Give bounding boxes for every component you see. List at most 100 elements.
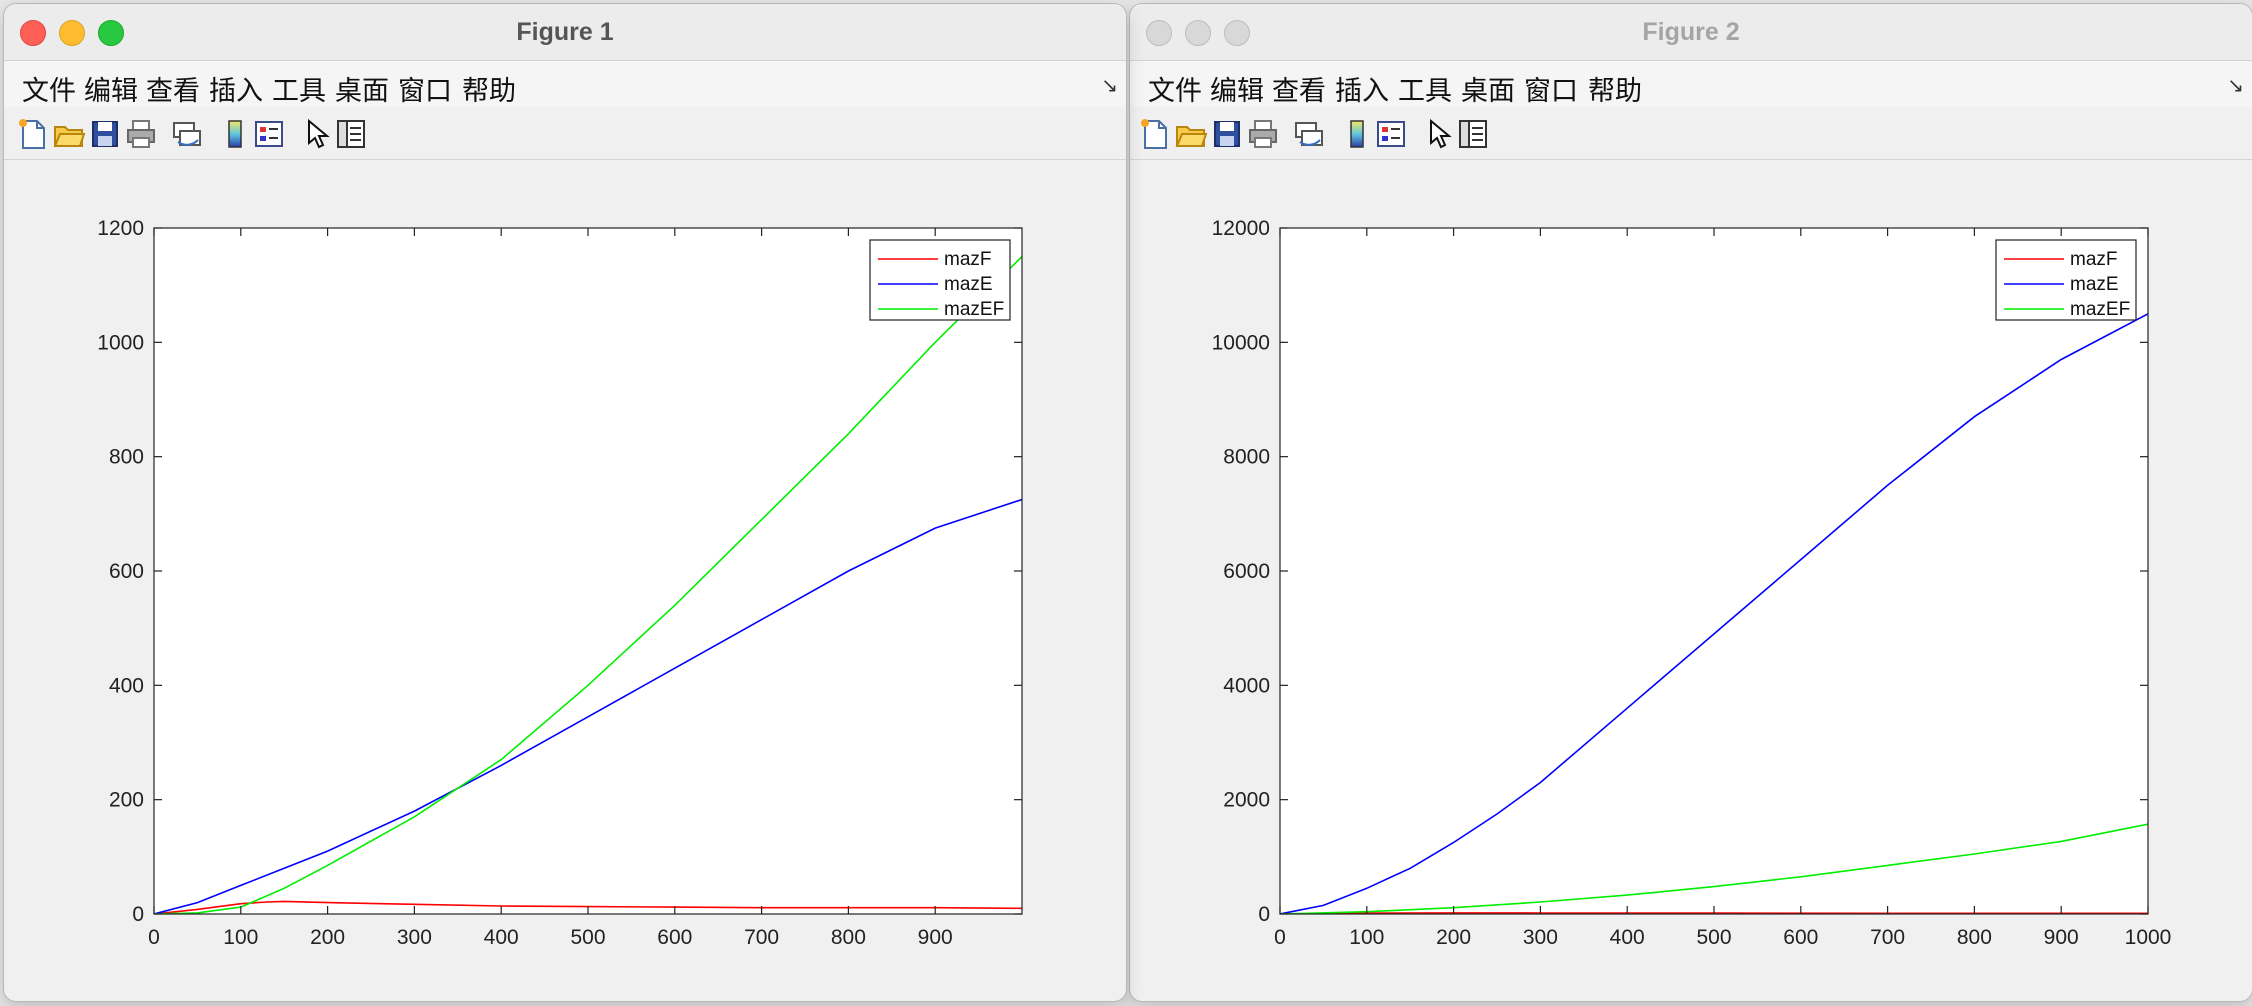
insert-colorbar-icon[interactable] [1340, 117, 1374, 151]
y-tick-label: 12000 [1212, 217, 1270, 240]
y-tick-label: 0 [1258, 903, 1270, 926]
zoom-button[interactable] [1224, 20, 1250, 46]
legend-box [869, 239, 1011, 321]
legend-label-mazF: mazF [2070, 249, 2118, 270]
y-tick-label: 200 [109, 789, 144, 812]
x-tick-label: 600 [657, 926, 692, 949]
series-line-mazEF [1280, 823, 2148, 914]
print-icon[interactable] [124, 117, 158, 151]
x-tick-label: 400 [484, 926, 519, 949]
menu-desktop[interactable]: 桌面 [1461, 76, 1515, 107]
save-icon[interactable] [88, 117, 122, 151]
minimize-button[interactable] [1185, 20, 1211, 46]
print-icon[interactable] [1246, 117, 1280, 151]
legend-box [1995, 239, 2137, 321]
property-inspector-icon[interactable] [334, 117, 368, 151]
y-tick-label: 1200 [97, 217, 144, 240]
y-tick-label: 600 [109, 560, 144, 583]
zoom-button[interactable] [98, 20, 124, 46]
figure-toolbar [4, 107, 1126, 160]
x-tick-label: 0 [148, 926, 160, 949]
window-title: Figure 1 [516, 18, 614, 46]
legend-label-mazF: mazF [944, 249, 992, 270]
menu-bar: 文件 编辑 查看 插入 工具 桌面 窗口 帮助 ↘ [1130, 60, 2252, 108]
menu-file[interactable]: 文件 [22, 76, 76, 107]
menu-bar: 文件 编辑 查看 插入 工具 桌面 窗口 帮助 ↘ [4, 60, 1126, 108]
menu-edit[interactable]: 编辑 [1210, 76, 1264, 107]
plot-area [154, 228, 1022, 914]
menu-file[interactable]: 文件 [1148, 76, 1202, 107]
legend-label-mazEF: mazEF [2070, 299, 2130, 320]
x-tick-label: 500 [570, 926, 605, 949]
toolbar-dock-arrow-icon[interactable]: ↘ [2227, 75, 2244, 97]
x-tick-label: 400 [1610, 926, 1645, 949]
figure-1-window: Figure 1 文件 编辑 查看 插入 工具 桌面 窗口 帮助 ↘ [4, 4, 1126, 1001]
series-line-mazE [154, 498, 1022, 914]
menu-desktop[interactable]: 桌面 [335, 76, 389, 107]
title-bar[interactable]: Figure 1 [4, 4, 1126, 60]
x-tick-label: 800 [1957, 926, 1992, 949]
y-tick-label: 800 [109, 446, 144, 469]
plot-area [1280, 228, 2148, 914]
x-tick-label: 500 [1696, 926, 1731, 949]
insert-legend-icon[interactable] [252, 117, 286, 151]
menu-tools[interactable]: 工具 [272, 76, 326, 107]
x-tick-label: 300 [397, 926, 432, 949]
figure-1-axes[interactable]: 0 100 200 300 400 500 600 700 800 900 0 200 400 600 80… [4, 160, 1126, 1001]
y-tick-label: 8000 [1223, 446, 1270, 469]
menu-help[interactable]: 帮助 [462, 76, 516, 107]
y-tick-label: 2000 [1223, 789, 1270, 812]
figure-2-axes[interactable]: 0 100 200 300 400 500 600 700 800 900 100002000400… [1130, 160, 2252, 1001]
menu-edit[interactable]: 编辑 [84, 76, 138, 107]
legend-label-mazEF: mazEF [944, 299, 1004, 320]
title-bar[interactable]: Figure 2 [1130, 4, 2252, 60]
legend: mazF mazE mazEF [1995, 239, 2137, 321]
legend-label-mazE: mazE [2070, 274, 2119, 295]
menu-help[interactable]: 帮助 [1588, 76, 1642, 107]
x-tick-label: 1000 [2125, 926, 2172, 949]
series-line-mazE [1280, 313, 2148, 914]
menu-insert[interactable]: 插入 [1335, 76, 1389, 107]
menu-window[interactable]: 窗口 [1524, 76, 1578, 107]
y-tick-label: 0 [132, 903, 144, 926]
minimize-button[interactable] [59, 20, 85, 46]
menu-view[interactable]: 查看 [1272, 76, 1326, 107]
new-figure-icon[interactable] [16, 117, 50, 151]
close-button[interactable] [20, 20, 46, 46]
edit-plot-pointer-icon[interactable] [1422, 117, 1456, 151]
x-tick-label: 300 [1523, 926, 1558, 949]
y-tick-label: 400 [109, 674, 144, 697]
close-button[interactable] [1146, 20, 1172, 46]
open-file-icon[interactable] [52, 117, 86, 151]
insert-colorbar-icon[interactable] [218, 117, 252, 151]
legend-label-mazE: mazE [944, 274, 993, 295]
x-tick-label: 900 [918, 926, 953, 949]
menu-insert[interactable]: 插入 [209, 76, 263, 107]
new-figure-icon[interactable] [1138, 117, 1172, 151]
link-plot-icon[interactable] [1292, 117, 1326, 151]
toolbar-dock-arrow-icon[interactable]: ↘ [1101, 75, 1118, 97]
edit-plot-pointer-icon[interactable] [300, 117, 334, 151]
open-file-icon[interactable] [1174, 117, 1208, 151]
x-tick-label: 200 [1436, 926, 1471, 949]
y-tick-label: 6000 [1223, 560, 1270, 583]
y-tick-label: 4000 [1223, 674, 1270, 697]
x-tick-label: 700 [1870, 926, 1905, 949]
menu-view[interactable]: 查看 [146, 76, 200, 107]
x-tick-label: 700 [744, 926, 779, 949]
insert-legend-icon[interactable] [1374, 117, 1408, 151]
x-tick-label: 800 [831, 926, 866, 949]
link-plot-icon[interactable] [170, 117, 204, 151]
series-line-mazF [154, 900, 1022, 914]
property-inspector-icon[interactable] [1456, 117, 1490, 151]
menu-window[interactable]: 窗口 [398, 76, 452, 107]
x-tick-label: 900 [2044, 926, 2079, 949]
legend: mazF mazE mazEF [869, 239, 1011, 321]
menu-tools[interactable]: 工具 [1398, 76, 1452, 107]
window-title: Figure 2 [1642, 18, 1740, 46]
x-tick-label: 100 [223, 926, 258, 949]
x-tick-label: 600 [1783, 926, 1818, 949]
save-icon[interactable] [1210, 117, 1244, 151]
x-tick-label: 100 [1349, 926, 1384, 949]
y-tick-label: 1000 [97, 331, 144, 354]
